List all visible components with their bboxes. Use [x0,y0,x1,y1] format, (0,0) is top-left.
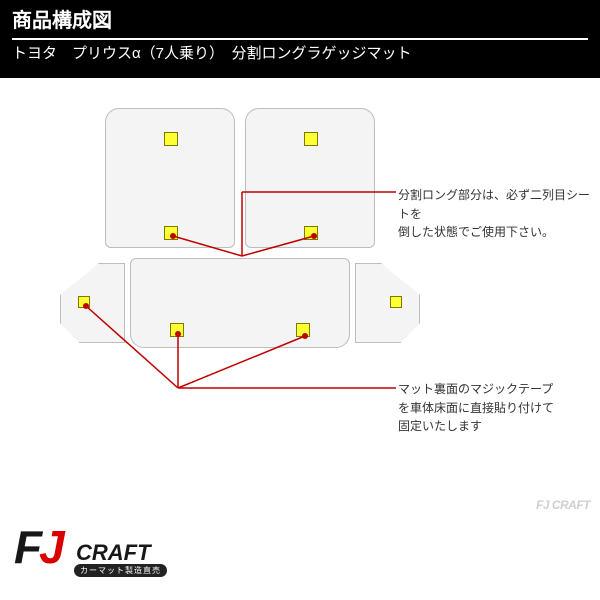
header-bar: 商品構成図 トヨタ プリウスα（7人乗り） 分割ロングラゲッジマット [0,0,600,78]
page-subtitle: トヨタ プリウスα（7人乗り） 分割ロングラゲッジマット [12,44,588,64]
watermark: FJ CRAFT [536,498,590,512]
marker-cargo-right [296,323,310,337]
logo-tagline: カーマット製造直売 [74,564,167,577]
side-right-mat [355,263,420,343]
note-bottom: マット裏面のマジックテープを車体床面に直接貼り付けて固定いたします [398,380,554,436]
marker-cargo-left [170,323,184,337]
cargo-center-mat [130,258,350,348]
logo-sub: CRAFT [76,540,151,566]
marker-rear-left-bottom [164,226,178,240]
logo-main: FJ [14,520,62,574]
marker-side-left [78,296,90,308]
note-top: 分割ロング部分は、必ず二列目シートを倒した状態でご使用下さい。 [398,186,600,242]
side-left-mat [60,263,125,343]
brand-logo: FJ CRAFT カーマット製造直売 [14,520,184,590]
marker-rear-right-bottom [304,226,318,240]
marker-rear-left-top [164,132,178,146]
page-title: 商品構成図 [12,8,588,40]
marker-rear-right-top [304,132,318,146]
marker-side-right [390,296,402,308]
diagram-canvas: 分割ロング部分は、必ず二列目シートを倒した状態でご使用下さい。マット裏面のマジッ… [0,78,600,600]
